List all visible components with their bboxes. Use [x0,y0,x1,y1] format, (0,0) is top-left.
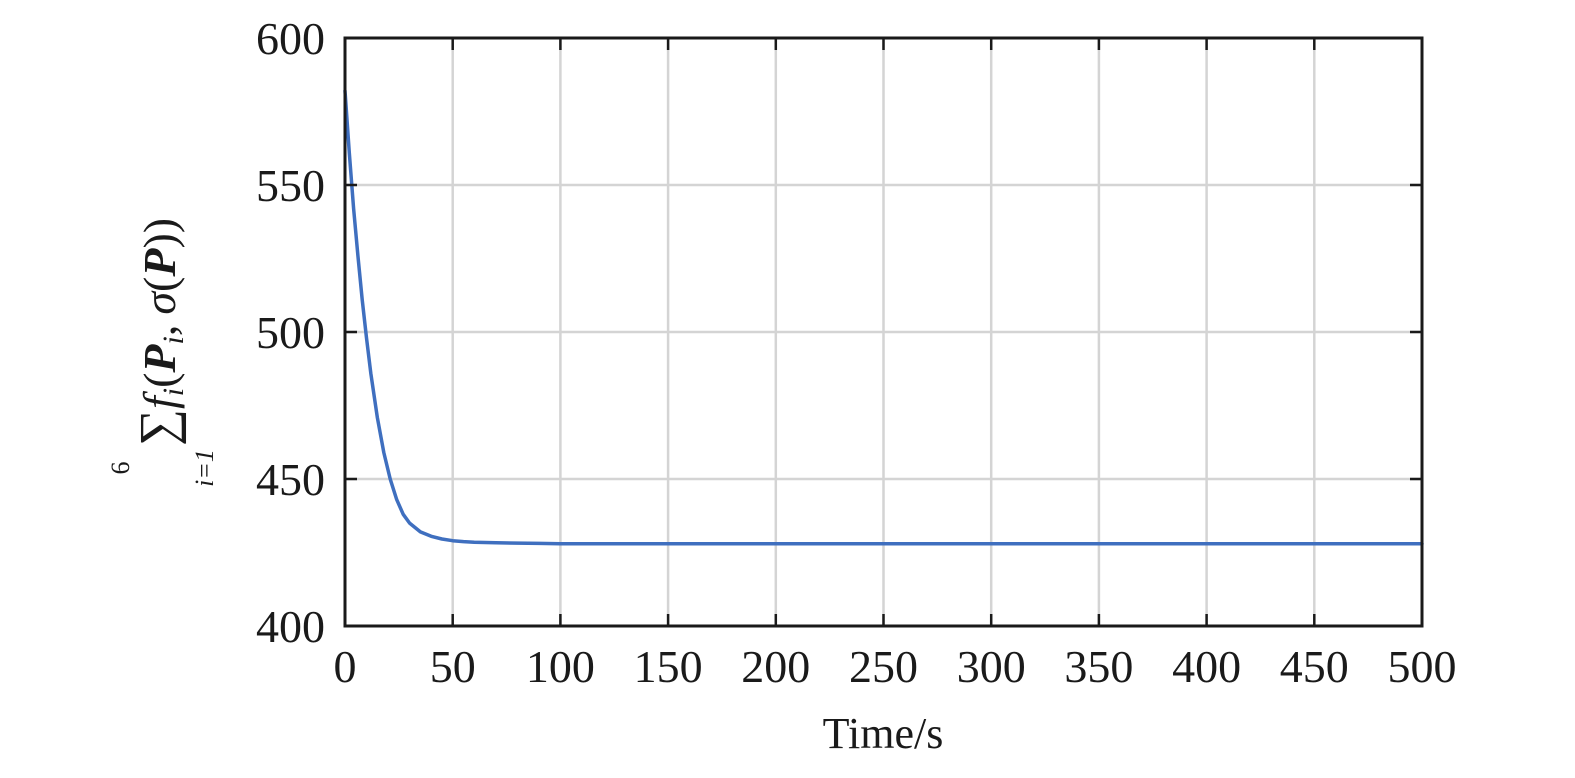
y-title-open1: ( [134,373,185,388]
y-title-p2: P [134,248,185,278]
series-layer [343,89,1424,546]
x-tick-label: 150 [634,641,703,692]
x-tick-label: 250 [849,641,918,692]
x-tick-label: 300 [957,641,1026,692]
y-title-open2: ( [134,277,185,292]
x-tick-label: 100 [526,641,595,692]
y-title-close: )) [134,218,185,249]
y-title-sum-symbol: ∑ [130,409,187,446]
y-title-p1-sub: i [157,336,190,344]
y-tick-label: 550 [256,160,325,211]
x-tick-label: 400 [1172,641,1241,692]
tick-marks [343,36,1424,628]
y-tick-label: 500 [256,307,325,358]
y-title-f-sub: i [157,388,190,396]
y-tick-labels: 400 450 500 550 600 [256,13,325,652]
x-tick-labels: 0 50 100 150 200 250 300 350 400 450 500 [334,641,1457,692]
y-title-comma: , [134,325,185,337]
x-tick-label: 0 [334,641,357,692]
y-tick-label: 400 [256,601,325,652]
svg-text:∑fi(Pi,σ(P)): ∑fi(Pi,σ(P)) [130,218,190,446]
y-tick-label: 450 [256,454,325,505]
x-axis-title: Time/s [823,709,944,758]
x-tick-label: 450 [1280,641,1349,692]
series-line-0 [343,89,1424,546]
y-axis-title: ∑fi(Pi,σ(P)) 6 i=1 [106,218,219,487]
y-title-sum-lower: i=1 [190,449,219,487]
y-title-sigma: σ [134,290,185,315]
grid-lines [345,38,1422,626]
x-tick-label: 50 [430,641,476,692]
y-title-p1: P [134,344,185,374]
x-tick-label: 200 [741,641,810,692]
x-tick-label: 350 [1064,641,1133,692]
y-tick-label: 600 [256,13,325,64]
x-tick-label: 500 [1388,641,1457,692]
y-title-sum-upper: 6 [106,462,135,475]
